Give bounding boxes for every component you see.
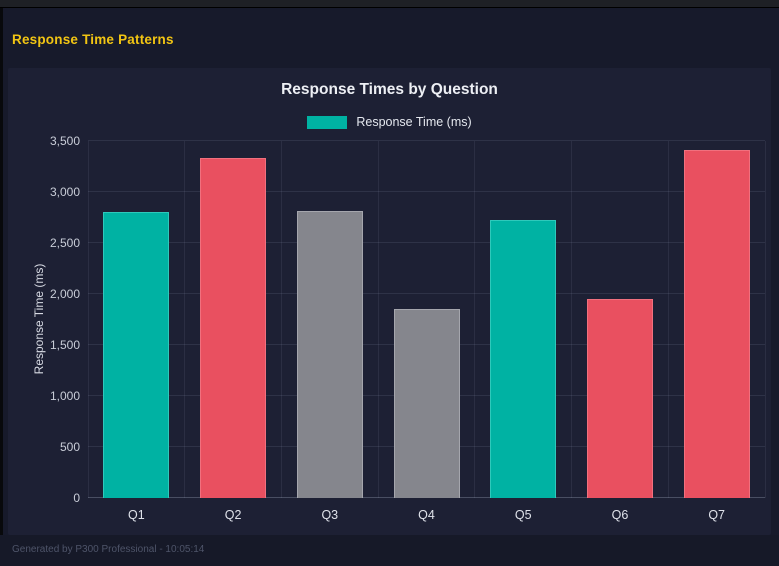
v-gridline bbox=[571, 141, 573, 498]
v-gridline bbox=[667, 141, 669, 498]
y-tick-label: 2,500 bbox=[49, 236, 80, 250]
bar-q4[interactable] bbox=[393, 309, 460, 498]
x-axis-label: Q4 bbox=[418, 508, 435, 522]
x-axis-label: Q2 bbox=[224, 508, 242, 522]
y-tick-label: 500 bbox=[59, 440, 80, 454]
x-axis-label: Q7 bbox=[708, 508, 726, 522]
footer-bar: Generated by P300 Professional - 10:05:1… bbox=[0, 535, 779, 566]
bar-slot bbox=[668, 141, 765, 498]
y-tick-label: 1,500 bbox=[49, 338, 80, 352]
page-title: Response Time Patterns bbox=[12, 32, 174, 47]
bar-q6[interactable] bbox=[586, 299, 653, 498]
bar-q2[interactable] bbox=[200, 158, 267, 498]
x-axis-label: Q1 bbox=[128, 508, 145, 522]
v-gridline bbox=[184, 141, 186, 498]
x-axis-label: Q6 bbox=[611, 508, 629, 522]
bar-slot bbox=[281, 141, 378, 498]
legend-color-swatch bbox=[307, 115, 348, 129]
x-axis-labels: Q1 Q2 Q3 Q4 Q5 Q6 Q7 bbox=[88, 508, 765, 522]
bar-slot bbox=[378, 141, 475, 498]
v-gridline bbox=[377, 141, 379, 498]
y-tick-label: 1,000 bbox=[49, 389, 80, 403]
bar-slot bbox=[572, 141, 669, 498]
h-gridline bbox=[88, 242, 765, 243]
bars-container bbox=[88, 141, 765, 498]
footer-text: Generated by P300 Professional - 10:05:1… bbox=[12, 544, 205, 555]
page-header: Response Time Patterns bbox=[3, 8, 779, 64]
h-gridline bbox=[88, 293, 765, 294]
bar-q3[interactable] bbox=[296, 211, 363, 498]
y-tick-label: 3,500 bbox=[49, 134, 80, 148]
bar-q5[interactable] bbox=[490, 219, 557, 498]
plot-region: Response Time (ms) 0 500 1,000 1,500 2,000 2,… bbox=[8, 68, 771, 535]
chart-title: Response Times by Question bbox=[281, 81, 498, 98]
y-axis-tick-labels: 0 500 1,000 1,500 2,000 2,500 3,000 3,500 bbox=[8, 134, 80, 505]
plot-area bbox=[87, 140, 766, 498]
v-gridline bbox=[474, 141, 476, 498]
x-axis-label: Q3 bbox=[321, 508, 339, 522]
y-tick-label: 0 bbox=[73, 491, 80, 505]
y-tick-label: 3,000 bbox=[49, 185, 80, 199]
chart-legend-item[interactable]: Response Time (ms) bbox=[8, 115, 771, 129]
bar-slot bbox=[88, 141, 185, 498]
h-gridline bbox=[88, 191, 765, 192]
bar-q7[interactable] bbox=[683, 150, 750, 498]
bar-slot bbox=[475, 141, 572, 498]
legend-label: Response Time (ms) bbox=[356, 115, 472, 129]
bar-q1[interactable] bbox=[103, 212, 170, 498]
x-axis-label: Q5 bbox=[514, 508, 532, 522]
h-gridline bbox=[88, 140, 765, 141]
v-gridline bbox=[764, 141, 766, 498]
v-gridline bbox=[87, 141, 89, 498]
chart-panel: Response Times by Question Response Time… bbox=[8, 68, 771, 535]
y-tick-label: 2,000 bbox=[49, 287, 80, 301]
window-top-bar bbox=[0, 0, 779, 8]
v-gridline bbox=[280, 141, 282, 498]
bar-slot bbox=[185, 141, 282, 498]
